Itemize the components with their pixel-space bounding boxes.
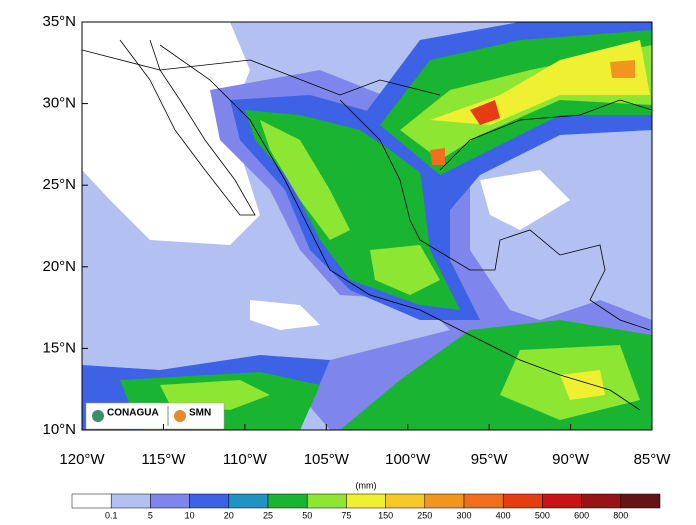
colorbar-box: [189, 493, 230, 509]
colorbar-label: 800: [613, 510, 628, 520]
lon-label: 115°W: [141, 451, 186, 468]
logo-conagua: CONAGUA: [107, 408, 159, 419]
colorbar-box: [110, 493, 151, 509]
colorbar-label: 25: [263, 510, 273, 520]
colorbar-label: 600: [574, 510, 589, 520]
logo-smn: SMN: [189, 408, 211, 419]
plot-frame: [81, 21, 653, 431]
colorbar-box: [346, 493, 386, 509]
colorbar-box: [150, 493, 190, 509]
colorbar-label: 50: [302, 510, 312, 520]
colorbar-label: 5: [148, 510, 153, 520]
colorbar-label: 20: [224, 510, 234, 520]
logo-box: CONAGUA SMN: [85, 402, 225, 430]
lon-label: 105°W: [304, 451, 350, 468]
colorbar-label: 300: [456, 510, 471, 520]
colorbar-label: 250: [417, 510, 432, 520]
colorbar-box: [306, 493, 347, 509]
colorbar-label: 0.1: [105, 510, 118, 520]
lon-label: 120°W: [59, 451, 105, 468]
colorbar-box: [463, 493, 504, 509]
colorbar-box: [620, 493, 661, 509]
lat-label: 25°N: [42, 176, 76, 193]
lon-label: 90°W: [552, 451, 590, 468]
lat-label: 20°N: [42, 258, 76, 275]
lon-label: 85°W: [634, 451, 672, 468]
colorbar-box: [502, 493, 543, 509]
colorbar-label: 500: [535, 510, 550, 520]
colorbar-box: [267, 493, 308, 509]
colorbar-label: 75: [341, 510, 351, 520]
lon-label: 95°W: [471, 451, 509, 468]
colorbar-label: 400: [496, 510, 511, 520]
colorbar-box: [581, 493, 622, 509]
lat-label: 35°N: [42, 13, 76, 30]
colorbar-box: [385, 493, 426, 509]
colorbar-box: [71, 493, 112, 509]
colorbar-unit: (mm): [356, 480, 377, 490]
colorbar-box: [424, 493, 465, 509]
colorbar-box: [542, 493, 582, 509]
colorbar-box: [228, 493, 269, 509]
coastlines: [82, 39, 652, 411]
lat-label: 15°N: [42, 339, 76, 356]
lon-label: 100°W: [385, 451, 431, 468]
lat-label: 30°N: [42, 95, 76, 112]
lon-label: 110°W: [223, 451, 268, 468]
colorbar-label: 150: [378, 510, 393, 520]
precip-field: [82, 22, 652, 430]
colorbar-label: 10: [185, 510, 195, 520]
lat-label: 10°N: [42, 421, 76, 438]
